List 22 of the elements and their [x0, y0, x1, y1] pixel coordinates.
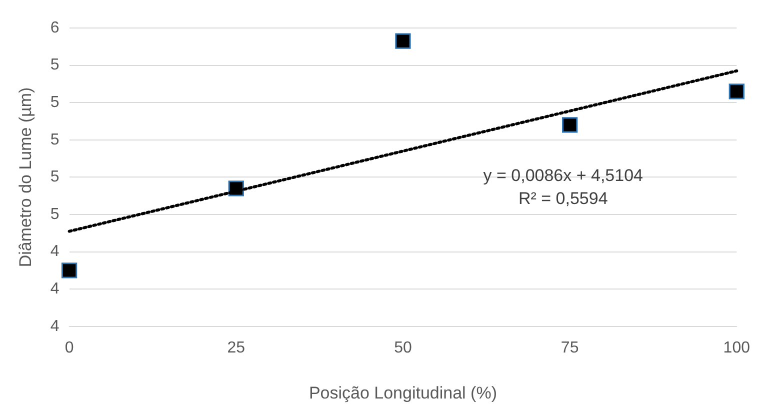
point: [728, 84, 744, 100]
x-tick-label: 50: [394, 339, 412, 356]
x-tick-label: 75: [560, 339, 579, 356]
y-axis-title: Diâmetro do Lume (µm): [16, 87, 35, 268]
point: [395, 33, 411, 49]
y-tick-label: 6: [50, 19, 60, 36]
x-tick-label: 25: [227, 339, 246, 356]
y-tick-label: 4: [50, 280, 60, 298]
y-tick-label: 5: [50, 168, 60, 186]
x-tick-label: 0: [64, 339, 74, 356]
annotation: R² = 0,5594: [518, 188, 608, 208]
y-tick-label: 5: [50, 131, 60, 148]
y-tick-label: 4: [50, 243, 60, 260]
x-tick-label: 100: [723, 339, 750, 356]
point: [61, 262, 78, 278]
point: [562, 117, 578, 133]
annotation: y = 0,0086x + 4,5104: [483, 166, 644, 185]
x-axis-title: Posição Longitudinal (%): [308, 383, 498, 402]
y-tick-label: 5: [50, 206, 60, 223]
y-tick-label: 5: [50, 94, 60, 112]
y-tick-label: 5: [50, 56, 60, 74]
y-tick-label: 4: [50, 318, 60, 335]
